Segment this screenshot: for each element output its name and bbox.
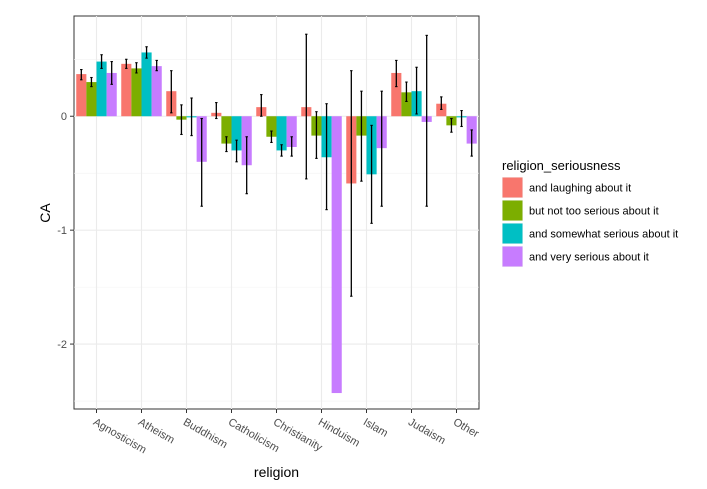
bar [121, 63, 132, 117]
bar [331, 116, 342, 394]
bar [131, 68, 142, 117]
bar [86, 82, 97, 117]
bar [391, 72, 402, 117]
y-tick-label: -1 [57, 225, 67, 237]
legend: religion_seriousness and laughing about … [502, 158, 678, 267]
bar [151, 66, 162, 117]
legend-swatch [502, 246, 523, 267]
bar [106, 72, 117, 117]
x-tick-label: Islam [361, 416, 390, 440]
y-tick-label: 0 [61, 111, 67, 123]
x-tick-label: Other [451, 416, 481, 440]
bar [141, 52, 152, 117]
bar [286, 116, 297, 147]
legend-label: and laughing about it [529, 183, 631, 195]
legend-swatch [502, 223, 523, 244]
bar [221, 116, 232, 144]
y-tick-label: -2 [57, 339, 67, 351]
bar [436, 103, 447, 117]
legend-swatch [502, 177, 523, 198]
legend-swatch [502, 200, 523, 221]
legend-title: religion_seriousness [502, 158, 621, 173]
bar [266, 116, 277, 137]
y-axis-title: CA [37, 203, 53, 223]
legend-label: but not too serious about it [529, 206, 659, 218]
bar [231, 116, 242, 151]
legend-label: and very serious about it [529, 252, 649, 264]
bar [276, 116, 287, 151]
y-axis: -2 -1 0 [57, 111, 74, 351]
x-axis-title: religion [254, 464, 299, 480]
bar [76, 74, 87, 117]
legend-label: and somewhat serious about it [529, 229, 678, 241]
error-bar-layer [80, 33, 473, 297]
bar [401, 92, 412, 117]
x-tick-label: Judaism [406, 416, 447, 447]
bar [96, 61, 107, 117]
x-tick-label: Buddhism [181, 416, 229, 451]
